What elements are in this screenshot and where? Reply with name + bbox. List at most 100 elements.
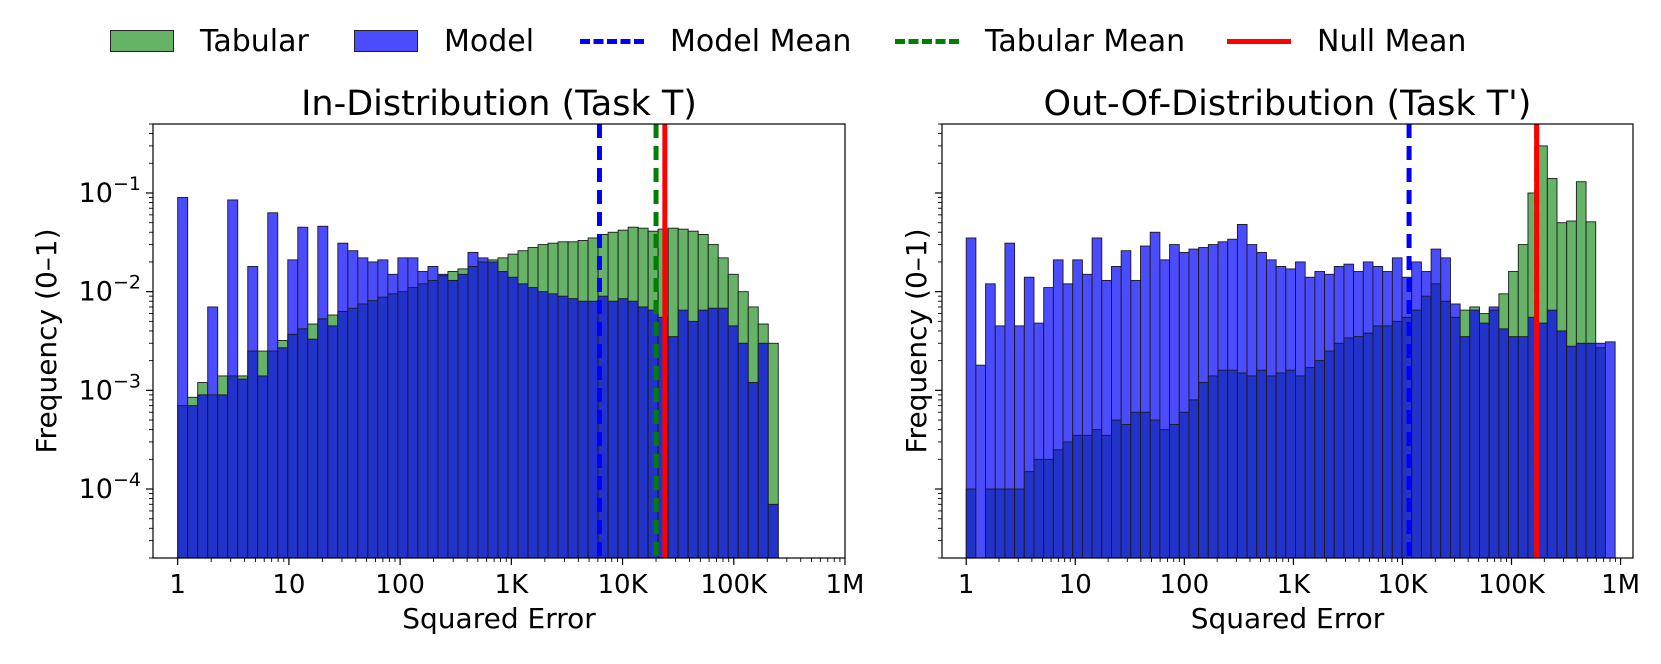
- x-axis-label: Squared Error: [1191, 602, 1385, 635]
- legend-item-tabular[interactable]: Tabular: [110, 16, 309, 66]
- bar-overlap-2: [197, 394, 209, 559]
- bar-overlap-13: [307, 338, 319, 559]
- bar-overlap-59: [767, 503, 779, 559]
- y-tick-label: 10−1: [79, 173, 141, 209]
- bar-overlap-34: [1295, 375, 1306, 559]
- bar-overlap-44: [1391, 320, 1403, 559]
- x-tick-label: 100: [375, 570, 425, 600]
- bar-overlap-15: [1111, 419, 1122, 559]
- bar-overlap-47: [1420, 295, 1432, 559]
- bar-overlap-32: [497, 271, 509, 559]
- bar-overlap-3: [994, 488, 1006, 559]
- bar-overlap-28: [457, 273, 469, 559]
- bar-overlap-53: [1479, 322, 1490, 559]
- bar-overlap-2: [985, 488, 996, 559]
- panel-title: Out-Of-Distribution (Task T'): [1044, 84, 1532, 124]
- bar-overlap-40: [1353, 336, 1364, 559]
- bar-overlap-22: [1178, 411, 1190, 559]
- bar-overlap-21: [1169, 424, 1180, 559]
- bar-overlap-22: [397, 291, 409, 559]
- bar-overlap-10: [277, 347, 289, 559]
- bar-overlap-6: [237, 378, 249, 559]
- legend-label-null-mean: Null Mean: [1317, 23, 1467, 59]
- legend-line-null-mean: [1227, 38, 1291, 44]
- bar-overlap-19: [367, 300, 379, 559]
- bar-overlap-65: [1595, 347, 1606, 559]
- legend: Tabular Model Model Mean Tabular Mean Nu…: [0, 16, 1661, 66]
- bar-overlap-41: [587, 300, 599, 559]
- legend-item-null-mean[interactable]: Null Mean: [1227, 16, 1466, 66]
- bar-overlap-64: [1585, 342, 1597, 559]
- bar-overlap-42: [1372, 325, 1384, 559]
- bar-overlap-14: [1101, 434, 1112, 559]
- bar-overlap-61: [1556, 330, 1568, 559]
- x-tick-label: 1K: [495, 570, 530, 600]
- y-tick-label: 10−3: [79, 370, 141, 406]
- bar-overlap-31: [1265, 375, 1277, 559]
- bar-overlap-27: [1227, 369, 1238, 559]
- axes-frame: [152, 123, 846, 559]
- panel-out-of-distribution: 1 10 100 1K 10K 100K 1M Out-Of-Distribution (Ta…: [900, 84, 1640, 635]
- legend-swatch-tabular: [110, 30, 174, 52]
- bar-overlap-25: [1207, 375, 1219, 559]
- bar-overlap-49: [1440, 300, 1451, 559]
- legend-label-tabular: Tabular: [200, 23, 309, 59]
- bar-overlap-8: [1043, 458, 1054, 559]
- legend-line-model-mean: [580, 38, 644, 44]
- bar-overlap-4: [217, 394, 229, 559]
- x-tick-label: 10K: [597, 570, 648, 600]
- bar-top-66: [1604, 341, 1616, 559]
- bar-overlap-39: [1343, 337, 1355, 559]
- bar-overlap-12: [297, 328, 309, 559]
- bar-overlap-62: [1566, 345, 1577, 559]
- bar-overlap-10: [1062, 441, 1074, 559]
- bar-overlap-24: [417, 283, 429, 559]
- bar-overlap-26: [437, 275, 449, 559]
- bar-overlap-11: [287, 333, 299, 559]
- bar-overlap-25: [427, 279, 439, 559]
- bar-overlap-46: [1411, 309, 1422, 559]
- bar-overlap-57: [1517, 336, 1529, 559]
- bar-overlap-63: [1575, 342, 1587, 559]
- legend-item-model-mean[interactable]: Model Mean: [580, 16, 851, 66]
- bar-overlap-49: [667, 336, 679, 559]
- bar-overlap-15: [327, 325, 339, 559]
- x-tick-label: 10K: [1377, 570, 1428, 600]
- bar-overlap-5: [227, 375, 239, 559]
- x-tick-label: 100K: [700, 570, 768, 600]
- bar-top-1: [975, 364, 987, 559]
- bar-overlap-11: [1072, 434, 1083, 559]
- x-tick-label: 1: [169, 570, 186, 600]
- bar-overlap-23: [1188, 399, 1200, 559]
- bar-overlap-48: [1430, 283, 1442, 559]
- legend-item-model[interactable]: Model: [354, 16, 534, 66]
- bar-overlap-53: [707, 307, 719, 559]
- bar-overlap-35: [527, 287, 539, 559]
- x-tick-label: 1M: [826, 570, 865, 600]
- bar-overlap-58: [757, 342, 769, 559]
- bar-overlap-33: [1285, 369, 1296, 559]
- legend-line-tabular-mean: [895, 38, 959, 44]
- bar-overlap-17: [347, 307, 359, 559]
- x-tick-label: 1K: [1277, 570, 1312, 600]
- bar-overlap-9: [1052, 449, 1064, 559]
- bar-overlap-40: [577, 300, 589, 559]
- bar-overlap-44: [617, 298, 629, 559]
- bar-overlap-55: [727, 325, 739, 559]
- bar-overlap-1: [187, 405, 199, 559]
- bar-overlap-29: [1246, 375, 1258, 559]
- bar-overlap-9: [267, 350, 279, 559]
- bar-overlap-16: [1120, 424, 1132, 559]
- bar-overlap-38: [557, 295, 569, 559]
- bar-overlap-24: [1198, 382, 1209, 559]
- bar-overlap-5: [1014, 488, 1025, 559]
- bar-overlap-43: [1382, 325, 1393, 559]
- bar-overlap-38: [1333, 342, 1345, 559]
- axes-frame: [941, 123, 1634, 559]
- bar-overlap-37: [1324, 350, 1335, 559]
- bar-overlap-23: [407, 287, 419, 559]
- bar-overlap-34: [517, 283, 529, 559]
- bar-overlap-52: [1469, 309, 1480, 559]
- bar-overlap-43: [607, 300, 619, 559]
- legend-item-tabular-mean[interactable]: Tabular Mean: [895, 16, 1185, 66]
